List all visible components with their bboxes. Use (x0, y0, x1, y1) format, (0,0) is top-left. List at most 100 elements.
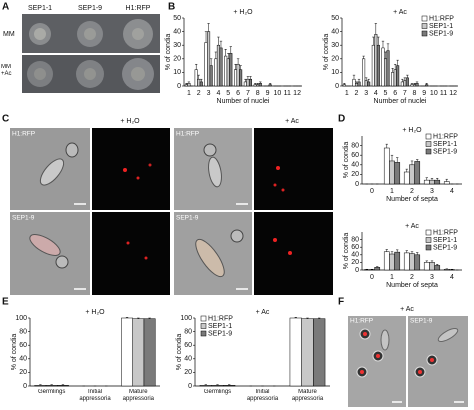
error-bar (410, 83, 414, 85)
y-tick-label: 30 (173, 42, 181, 49)
bar (362, 58, 366, 87)
plate-panel (22, 14, 160, 93)
y-tick-label: 0 (355, 267, 359, 274)
error-bar (372, 36, 375, 46)
chart-title: + H₂O (85, 309, 105, 316)
bar (187, 83, 191, 87)
legend-swatch (425, 133, 432, 140)
error-bar (384, 51, 387, 59)
x-tick-label: 3 (430, 274, 434, 281)
bar (429, 179, 435, 185)
bar (434, 179, 441, 185)
x-axis-label: Number of nuclei (374, 98, 427, 105)
legend-label: SEP1-1 (433, 237, 457, 244)
bar (374, 34, 378, 87)
y-axis-label: % of condia (165, 34, 172, 71)
medium-label-box: MM +Ac (1, 64, 12, 77)
error-bar (364, 77, 368, 81)
error-bar (61, 384, 65, 386)
bar (415, 83, 419, 87)
bar (386, 50, 390, 87)
error-bar (209, 58, 213, 66)
y-tick-label: 20 (173, 56, 181, 63)
x-tick-label: 2 (197, 90, 201, 97)
y-tick-label: 40 (351, 252, 359, 259)
error-bar (377, 36, 380, 46)
x-tick-label-box: Initial appressoria (247, 389, 278, 402)
error-bar (256, 83, 259, 85)
bar (239, 69, 243, 87)
x-tick-label: 8 (256, 90, 260, 97)
bar (214, 58, 218, 87)
x-tick-label: 1 (187, 90, 191, 97)
legend-label: SEP1-9 (433, 245, 457, 252)
bar (219, 47, 223, 87)
error-bar (374, 23, 378, 35)
bar (383, 58, 388, 87)
bar (403, 171, 410, 185)
legend-swatch (200, 315, 207, 322)
y-tick-label: 0 (188, 383, 192, 390)
bar (216, 44, 220, 87)
bar (403, 80, 407, 87)
x-tick-label: 6 (236, 90, 240, 97)
bar (389, 253, 395, 271)
legend-swatch (421, 30, 428, 37)
error-bar (385, 249, 388, 252)
error-bar (244, 78, 247, 82)
x-tick-label: Mature appressoria (291, 389, 324, 402)
medium-label: MM (3, 31, 15, 38)
error-bar (405, 250, 408, 253)
micrograph-panel (348, 316, 468, 407)
error-bar (376, 266, 379, 268)
panel-letter: A (2, 2, 9, 13)
panel-letter: E (2, 297, 9, 308)
bar (391, 72, 395, 87)
x-tick-label: 1 (390, 274, 394, 281)
y-tick-label: 60 (351, 244, 359, 251)
error-bar (259, 81, 262, 84)
bar (383, 147, 390, 185)
error-bar (39, 384, 42, 386)
error-bar (445, 178, 448, 182)
bar (256, 84, 260, 87)
x-tick-label: 2 (355, 90, 359, 97)
y-tick-label: 20 (331, 56, 339, 63)
error-bar (396, 157, 399, 163)
y-tick-label: 60 (351, 152, 359, 159)
panel-letter: F (338, 297, 344, 308)
bar (268, 84, 272, 87)
legend-label: SEP1-1 (433, 141, 457, 148)
x-tick-label: Germlings (37, 389, 66, 395)
x-tick-label: 0 (370, 188, 374, 195)
bar (414, 161, 421, 185)
bar (405, 77, 409, 87)
chart-title: + Ac (393, 9, 407, 16)
error-bar (425, 177, 428, 181)
y-tick-label: 10 (173, 69, 181, 76)
x-tick-label: 3 (430, 188, 434, 195)
legend-swatch (200, 330, 207, 337)
error-bar (214, 51, 218, 59)
error-bar (391, 68, 394, 73)
legend-label: SEP1-1 (208, 323, 232, 330)
bar (394, 162, 401, 185)
x-tick-label: 8 (413, 90, 417, 97)
error-bar (137, 317, 140, 319)
y-axis-label: % of condia (343, 233, 350, 270)
x-tick-label: 10 (430, 90, 438, 97)
bar (425, 84, 429, 87)
bar (121, 317, 133, 387)
x-axis-label: Number of septa (386, 196, 438, 203)
bar (423, 179, 430, 185)
bar (132, 318, 145, 387)
error-bar (318, 317, 321, 319)
x-tick-label: 12 (293, 90, 301, 97)
error-bar (416, 159, 419, 162)
y-tick-label: 40 (19, 356, 27, 363)
chart-title: + Ac (256, 309, 270, 316)
bar (253, 84, 257, 87)
bar (410, 84, 414, 87)
bar (236, 63, 240, 87)
